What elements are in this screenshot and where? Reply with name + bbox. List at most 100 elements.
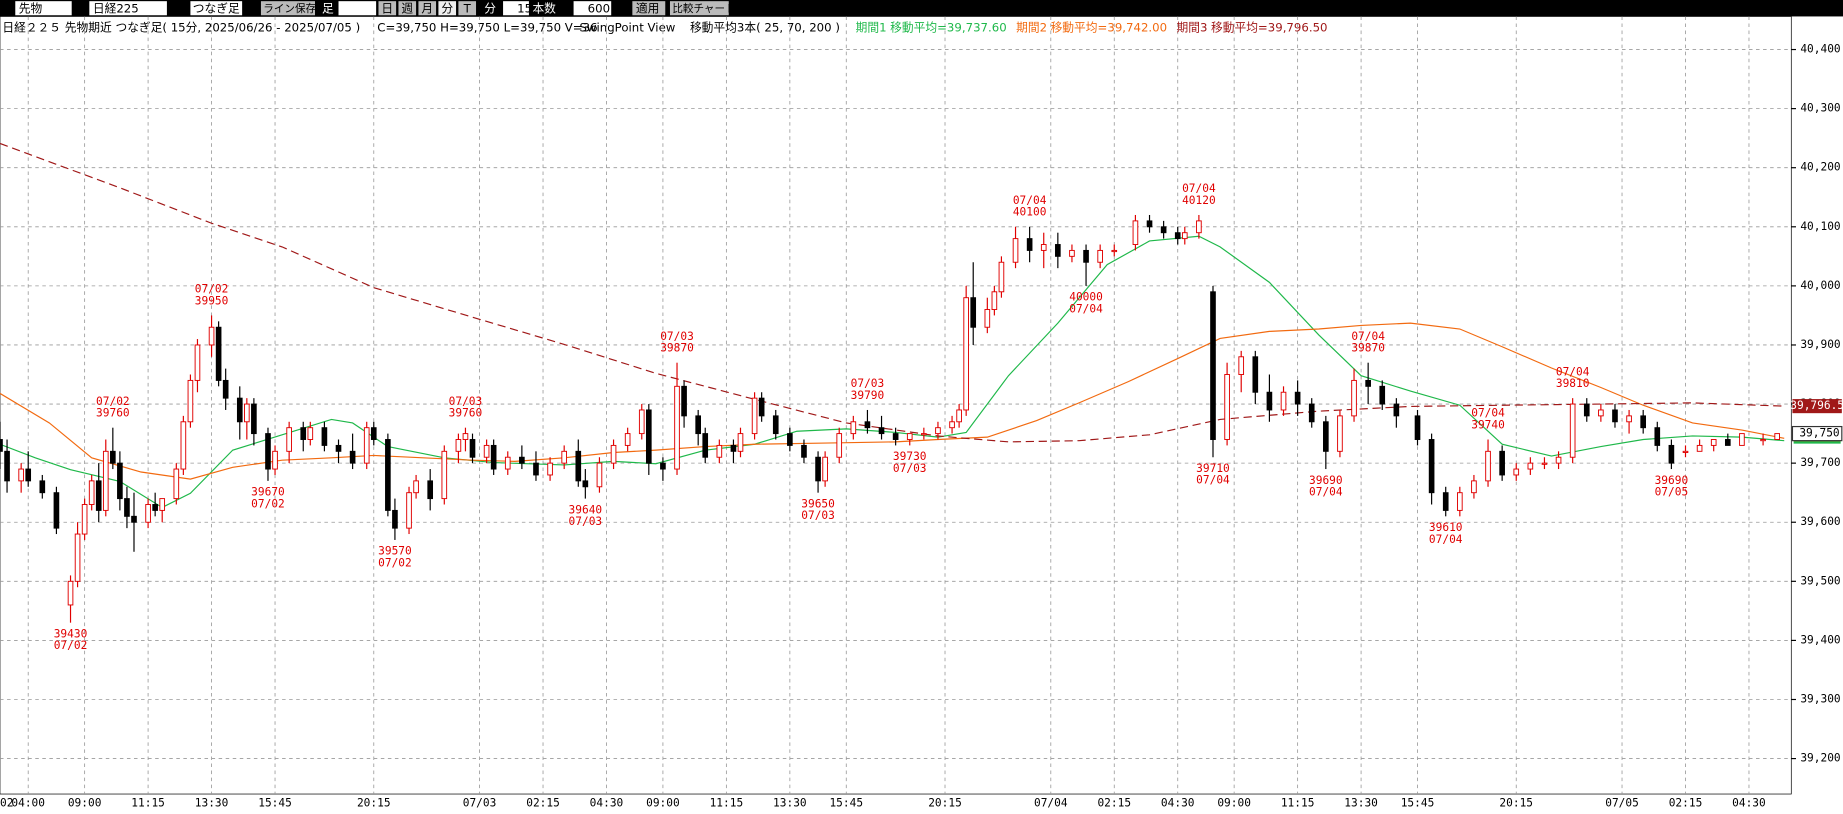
y-tick-label: 40,200 [1800,161,1840,174]
x-tick-label: 20:15 [1499,796,1533,809]
bar-type-select[interactable]: つなぎ足 [193,1,240,15]
candle-body [1097,249,1103,263]
x-edge-label: 02 [0,796,13,809]
ma-marker-box [1792,399,1842,414]
x-tick-label: 07/04 [1034,796,1068,809]
swing-date: 07/02 [54,639,88,652]
candle-body [772,415,779,435]
candle-body [25,468,32,482]
swing-value: 39610 [1429,521,1463,534]
x-tick-label: 04:30 [1732,796,1766,809]
plot-border [0,16,1792,795]
period-button-label[interactable]: 分 [441,1,453,15]
candle-body [187,379,194,423]
period-button[interactable] [458,1,477,16]
candle-body [462,433,469,440]
candle-body [67,580,74,606]
candle-body [215,326,222,381]
candle-body [1457,492,1463,511]
ma-marker-label: 39,796.5 [1790,399,1843,412]
candle-body [349,450,356,464]
y-tick-label: 40,400 [1800,43,1840,56]
market-select[interactable]: 先物 [19,1,43,15]
period-button[interactable] [418,1,437,16]
x-tick-label: 07/03 [463,796,497,809]
swing-date: 07/02 [195,283,229,296]
count-field[interactable]: 600 [588,1,610,15]
x-tick-label: 04:30 [1161,796,1195,809]
compare-button[interactable]: 比較チャート [672,2,735,15]
last-price-label: 39,750 [1799,427,1839,440]
select[interactable] [15,1,72,16]
button[interactable] [632,1,666,16]
candle-body [455,439,462,452]
candle-body [145,504,151,523]
field[interactable] [503,1,529,16]
swing-value: 39430 [54,627,88,640]
y-tick-label: 39,700 [1800,456,1840,469]
candle-body [1012,238,1019,263]
period-button[interactable] [378,1,397,16]
candle-body [1527,462,1534,470]
period-button-label[interactable]: 月 [421,1,433,15]
period-button[interactable] [438,1,457,16]
swing-value: 39640 [569,503,603,516]
swing-date: 07/04 [1556,365,1590,378]
x-tick-label: 20:15 [928,796,962,809]
candle-body [1612,409,1618,423]
candle-body [173,468,180,500]
x-tick-label: 02:15 [1669,796,1703,809]
candle-body [787,433,793,446]
candle-body [504,456,511,470]
period-button-label[interactable]: T [463,1,472,15]
apply-button[interactable]: 適用 [636,1,659,15]
candle-body [1541,462,1548,465]
candle-body [1323,421,1329,452]
candle-body [236,397,243,423]
swing-value: 40120 [1182,194,1216,207]
minutes-field[interactable]: 15 [517,1,532,15]
count-label: 本数 [532,1,556,15]
candle-body [1414,415,1421,440]
candle-body [272,450,278,470]
x-tick-label: 13:30 [195,796,229,809]
swing-value: 39870 [1351,342,1385,355]
candle-body [822,456,828,482]
period-button-label[interactable]: 週 [401,1,413,15]
field[interactable] [573,1,612,16]
period-button-label[interactable]: 日 [381,1,393,15]
swing-date: 07/04 [1196,474,1230,487]
button[interactable] [260,1,316,16]
y-tick-label: 39,400 [1800,633,1840,646]
swing-value: 40000 [1069,291,1103,304]
swing-value: 39870 [660,342,694,355]
candle-body [385,439,391,511]
swing-value: 39790 [851,389,885,402]
candle-body [88,480,95,505]
button[interactable] [669,1,729,16]
candle-body [159,498,166,511]
candle-body [1160,226,1167,234]
select[interactable] [190,1,243,16]
x-tick-label: 15:45 [829,796,863,809]
symbol-select[interactable]: 日経225 [93,1,139,15]
field[interactable] [338,1,377,16]
chart-title: 日経２２５ 先物期近 つなぎ足( 15分, 2025/06/26 - 2025/… [2,21,360,35]
candle-body [1654,427,1661,446]
candle-body [1499,450,1505,476]
candle-body [1471,480,1477,494]
select[interactable] [89,1,167,16]
x-tick-label: 09:00 [646,796,680,809]
candle-body [575,450,582,482]
x-tick-label: 15:45 [258,796,292,809]
candle-body [483,444,490,458]
candle-body [370,427,377,440]
period-button[interactable] [398,1,417,16]
swing-value: 39950 [195,294,229,307]
candle-body [801,444,807,458]
candle-body [1393,403,1400,417]
candle-body [991,291,998,310]
swing-date: 07/04 [1309,486,1343,499]
save-lines-button[interactable]: ライン保存 [263,2,316,15]
candle-body [533,462,539,476]
